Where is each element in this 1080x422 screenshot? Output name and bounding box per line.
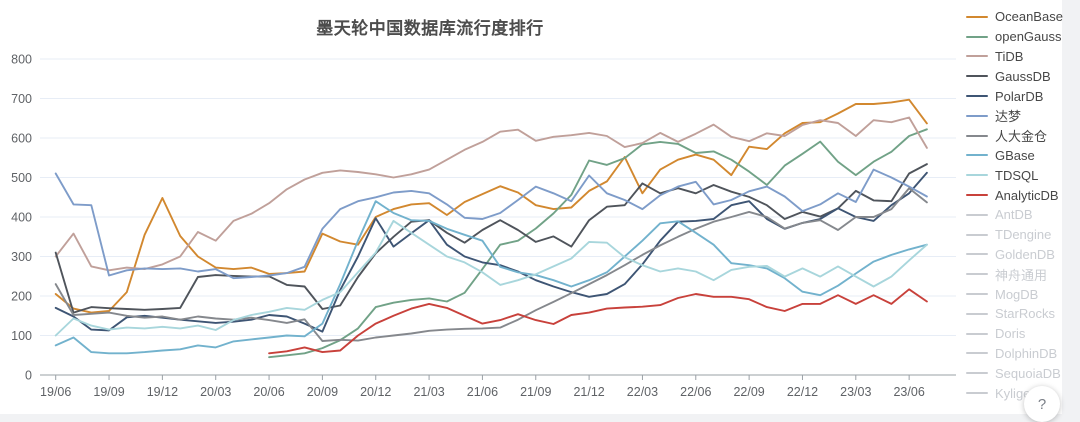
legend-label: 神舟通用	[995, 267, 1048, 283]
legend-item-TDengine[interactable]: TDengine	[966, 225, 1076, 245]
legend-label: TDengine	[995, 227, 1052, 243]
legend-line-swatch	[966, 352, 988, 355]
legend-label: 人大金仓	[995, 129, 1048, 145]
legend-label: MogDB	[995, 286, 1039, 302]
x-tick-label: 22/09	[733, 385, 764, 399]
x-tick-label: 20/06	[253, 385, 284, 399]
legend-item-PolarDB[interactable]: PolarDB	[966, 86, 1076, 106]
legend-item-TDSQL[interactable]: TDSQL	[966, 165, 1076, 185]
legend-label: GaussDB	[995, 68, 1051, 84]
legend-item-OceanBase[interactable]: OceanBase	[966, 7, 1076, 27]
legend-item-StarRocks[interactable]: StarRocks	[966, 304, 1076, 324]
legend-item-Doris[interactable]: Doris	[966, 324, 1076, 344]
x-tick-label: 20/09	[307, 385, 338, 399]
series-line-TiDB[interactable]	[54, 116, 928, 272]
legend-label: OceanBase	[995, 9, 1063, 25]
series-line-达梦[interactable]	[54, 168, 928, 280]
y-tick-label: 800	[11, 53, 32, 67]
legend-line-swatch	[966, 273, 988, 276]
x-tick-label: 19/09	[93, 385, 124, 399]
series-line-GBase[interactable]	[54, 200, 928, 355]
legend-item-AntDB[interactable]: AntDB	[966, 205, 1076, 225]
legend-label: SequoiaDB	[995, 365, 1061, 381]
legend-item-SequoiaDB[interactable]: SequoiaDB	[966, 363, 1076, 383]
legend-line-swatch	[966, 213, 988, 216]
y-tick-label: 400	[11, 211, 32, 225]
legend-label: GoldenDB	[995, 246, 1055, 262]
legend-label: AntDB	[995, 207, 1033, 223]
legend-label: DolphinDB	[995, 345, 1058, 361]
series-line-openGauss[interactable]	[268, 128, 928, 359]
legend-line-swatch	[966, 95, 988, 98]
legend-line-swatch	[966, 233, 988, 236]
legend-label: StarRocks	[995, 306, 1055, 322]
legend-line-swatch	[966, 174, 988, 177]
x-tick-label: 20/03	[200, 385, 231, 399]
legend-item-MogDB[interactable]: MogDB	[966, 284, 1076, 304]
legend-item-人大金仓[interactable]: 人大金仓	[966, 126, 1076, 146]
y-tick-label: 100	[11, 329, 32, 343]
x-tick-label: 19/12	[147, 385, 178, 399]
x-tick-label: 23/06	[893, 385, 924, 399]
legend-line-swatch	[966, 154, 988, 157]
legend-item-DolphinDB[interactable]: DolphinDB	[966, 344, 1076, 364]
x-tick-label: 21/06	[467, 385, 498, 399]
line-chart-plot-area[interactable]: 0 100 200 300 400 500 600 700 800 19/06 19/09 19/12…	[0, 0, 960, 414]
legend-item-openGauss[interactable]: openGauss	[966, 27, 1076, 47]
legend-item-GaussDB[interactable]: GaussDB	[966, 66, 1076, 86]
legend-line-swatch	[966, 194, 988, 197]
y-tick-label: 500	[11, 171, 32, 185]
legend-item-AnalyticDB[interactable]: AnalyticDB	[966, 185, 1076, 205]
x-tick-label: 21/09	[520, 385, 551, 399]
series-line-AnalyticDB[interactable]	[268, 288, 928, 355]
x-tick-label: 22/03	[627, 385, 658, 399]
y-tick-label: 700	[11, 92, 32, 106]
legend-label: 达梦	[995, 109, 1022, 125]
legend-line-swatch	[966, 15, 988, 18]
legend-item-达梦[interactable]: 达梦	[966, 106, 1076, 126]
y-tick-label: 300	[11, 250, 32, 264]
legend-line-swatch	[966, 392, 988, 395]
legend-line-swatch	[966, 253, 988, 256]
legend-item-GoldenDB[interactable]: GoldenDB	[966, 245, 1076, 265]
series-line-GaussDB[interactable]	[54, 163, 928, 314]
legend-item-GBase[interactable]: GBase	[966, 146, 1076, 166]
y-tick-label: 600	[11, 132, 32, 146]
series-line-人大金仓[interactable]	[54, 187, 928, 342]
x-tick-label: 21/03	[413, 385, 444, 399]
legend-label: TDSQL	[995, 167, 1039, 183]
legend-label: PolarDB	[995, 88, 1044, 104]
question-mark-icon: ?	[1037, 395, 1047, 413]
x-tick-label: 21/12	[573, 385, 604, 399]
legend-line-swatch	[966, 372, 988, 375]
legend-line-swatch	[966, 75, 988, 78]
legend-label: openGauss	[995, 29, 1062, 45]
legend-item-TiDB[interactable]: TiDB	[966, 47, 1076, 67]
x-tick-label: 19/06	[40, 385, 71, 399]
legend-line-swatch	[966, 114, 988, 117]
chart-title: 墨天轮中国数据库流行度排行	[316, 19, 544, 38]
legend-label: AnalyticDB	[995, 187, 1059, 203]
y-tick-label: 200	[11, 290, 32, 304]
legend-line-swatch	[966, 332, 988, 335]
legend-line-swatch	[966, 55, 988, 58]
x-tick-label: 23/03	[840, 385, 871, 399]
legend-item-神舟通用[interactable]: 神舟通用	[966, 264, 1076, 284]
x-tick-label: 22/12	[787, 385, 818, 399]
legend-line-swatch	[966, 35, 988, 38]
y-tick-label: 0	[25, 369, 32, 383]
x-tick-label: 20/12	[360, 385, 391, 399]
legend-label: TiDB	[995, 48, 1024, 64]
legend-label: GBase	[995, 147, 1035, 163]
chart-legend: OceanBase openGauss TiDB GaussDB PolarDB 达梦人大…	[966, 7, 1076, 403]
help-button[interactable]: ?	[1024, 386, 1060, 422]
legend-line-swatch	[966, 293, 988, 296]
legend-label: Doris	[995, 326, 1026, 342]
legend-line-swatch	[966, 134, 988, 137]
series-line-TDSQL[interactable]	[54, 219, 928, 337]
x-tick-label: 22/06	[680, 385, 711, 399]
legend-line-swatch	[966, 312, 988, 315]
